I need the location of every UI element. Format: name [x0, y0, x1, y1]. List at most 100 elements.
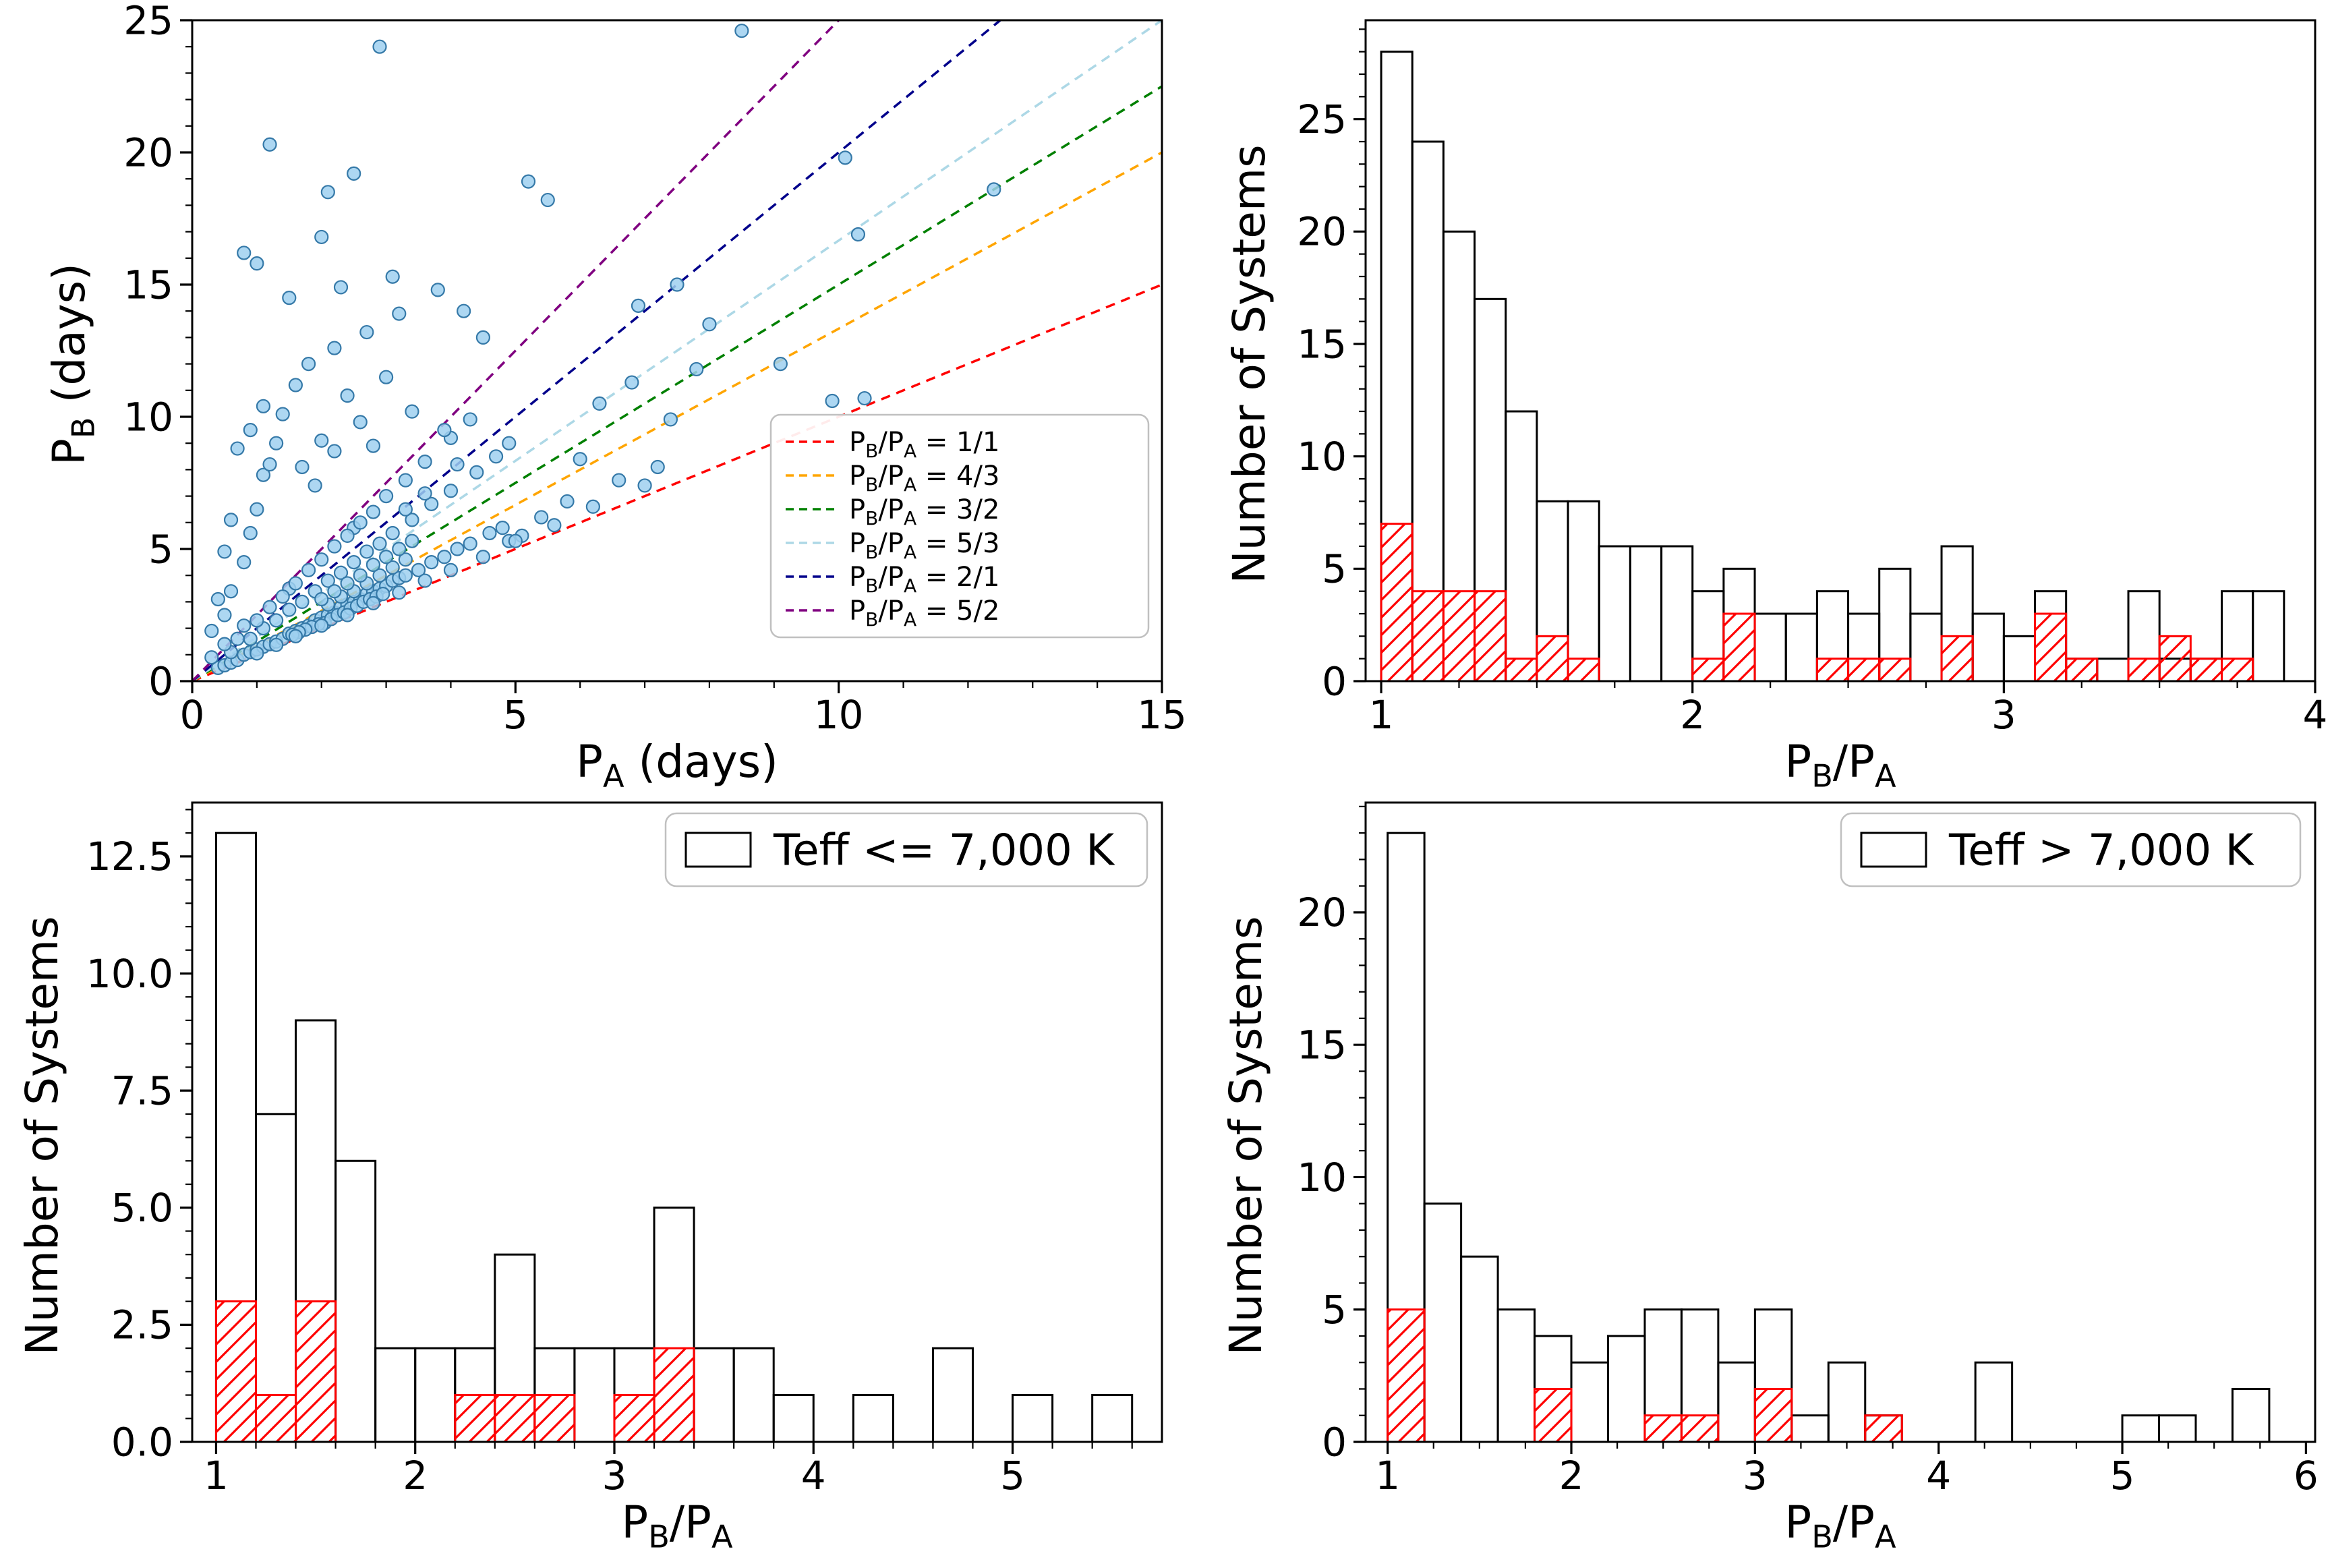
y-tick-label: 12.5	[86, 834, 173, 879]
plot-frame	[191, 19, 1163, 683]
ratio-line	[192, 283, 1162, 681]
y-tick-label: 10	[1297, 434, 1347, 480]
data-point	[850, 227, 866, 242]
hist-bar	[334, 1159, 377, 1443]
y-tick-label: 10	[123, 394, 173, 440]
data-point	[250, 502, 264, 517]
data-point	[204, 623, 219, 639]
hist-bar	[2189, 658, 2223, 683]
data-point	[327, 341, 342, 355]
hist-bar	[1091, 1394, 1134, 1443]
y-tick-label: 0	[1322, 658, 1347, 704]
data-point	[230, 631, 245, 646]
data-point	[663, 412, 678, 427]
teff-legend: Teff > 7,000 K	[1840, 812, 2302, 888]
hist-bar	[1643, 1414, 1683, 1443]
x-tick-label: 4	[801, 1453, 826, 1499]
hist-bar	[1606, 1335, 1646, 1443]
hist-bar	[2034, 612, 2068, 683]
data-point	[314, 552, 329, 567]
y-tick-label: 0	[148, 658, 173, 704]
hist-bar	[454, 1394, 496, 1443]
hist-bar	[2158, 635, 2192, 683]
hist-bar	[852, 1394, 894, 1443]
data-point	[262, 457, 277, 472]
data-point	[288, 629, 303, 643]
x-tick-label: 10	[814, 692, 864, 738]
hist-bar	[1680, 1414, 1720, 1443]
data-point	[333, 280, 349, 295]
legend-entry-label: PB/PA = 5/3	[849, 528, 999, 563]
data-point	[540, 192, 555, 208]
data-point	[417, 486, 432, 501]
data-point	[573, 452, 587, 467]
data-point	[275, 589, 290, 604]
data-point	[327, 444, 342, 459]
data-point	[288, 378, 303, 393]
data-point	[838, 150, 852, 165]
data-point	[217, 637, 232, 651]
x-axis-label: PB/PA	[621, 1497, 733, 1555]
x-tick-label: 3	[1991, 692, 2016, 738]
hist-bar	[1411, 590, 1445, 683]
hist-bar	[2127, 658, 2161, 683]
y-axis-label: PB (days)	[43, 263, 102, 465]
x-tick-label: 2	[403, 1453, 428, 1499]
y-tick-label: 5	[1322, 546, 1347, 592]
x-tick-label: 5	[503, 692, 528, 738]
hist-bar	[1012, 1394, 1054, 1443]
data-point	[378, 370, 394, 384]
data-point	[475, 330, 491, 345]
y-tick-label: 5	[148, 526, 173, 572]
axes: 1 2 3 4 5 0.0 2.5 5.0 7.5 10.0 12.5	[86, 801, 1163, 1499]
y-tick-label: 25	[123, 0, 173, 43]
hist-bar	[931, 1347, 974, 1443]
hist-series-resonant-subset	[214, 1300, 695, 1443]
data-point	[223, 513, 239, 527]
data-point	[237, 554, 252, 570]
data-point	[612, 473, 626, 488]
hist-series-all-systems	[1380, 51, 2285, 683]
data-point	[237, 245, 252, 260]
hist-bar	[2231, 1387, 2271, 1443]
data-point	[637, 478, 652, 493]
data-point	[314, 229, 329, 245]
data-point	[353, 415, 368, 430]
hist-bar	[772, 1394, 815, 1443]
hist-bar	[533, 1394, 576, 1443]
ratio-legend: PB/PA = 1/1PB/PA = 4/3PB/PA = 3/2PB/PA =…	[769, 413, 1150, 639]
hist-bar	[653, 1347, 695, 1443]
hist-bar	[2121, 1414, 2161, 1443]
hist-bar	[1827, 1361, 1867, 1443]
data-point	[282, 291, 297, 306]
hist-bar	[1567, 658, 1600, 683]
hist-bar	[1505, 658, 1538, 683]
hist-bar	[1940, 635, 1974, 683]
data-point	[372, 536, 387, 551]
x-tick-label: 2	[1680, 692, 1705, 738]
x-tick-label: 5	[1000, 1453, 1025, 1499]
data-point	[437, 422, 452, 438]
hist-bar	[374, 1347, 417, 1443]
hist-bar	[2252, 590, 2285, 683]
data-point	[392, 542, 407, 556]
data-point	[424, 554, 439, 570]
y-axis-label: Number of Systems	[16, 916, 68, 1355]
data-point	[424, 496, 439, 511]
hist-cool-panel: 1 2 3 4 5 0.0 2.5 5.0 7.5 10.0 12.5 PB/PA Number of …	[16, 801, 1163, 1555]
data-point	[392, 585, 407, 600]
hist-bar	[693, 1347, 735, 1443]
legend-entry-label: PB/PA = 4/3	[849, 461, 999, 496]
y-tick-label: 5	[1322, 1287, 1347, 1333]
hist-all-panel: 1 2 3 4 0 5 10 15 20 25 PB/PA Number of Systems	[1223, 19, 2327, 794]
hist-bar	[1878, 658, 1912, 683]
data-point	[385, 269, 400, 284]
y-tick-label: 15	[123, 262, 173, 308]
hist-bar	[1847, 658, 1881, 683]
data-point	[359, 544, 374, 559]
data-point	[547, 518, 562, 533]
data-point	[314, 618, 329, 633]
hist-bar	[1567, 500, 1600, 683]
y-tick-label: 10	[1297, 1155, 1347, 1200]
